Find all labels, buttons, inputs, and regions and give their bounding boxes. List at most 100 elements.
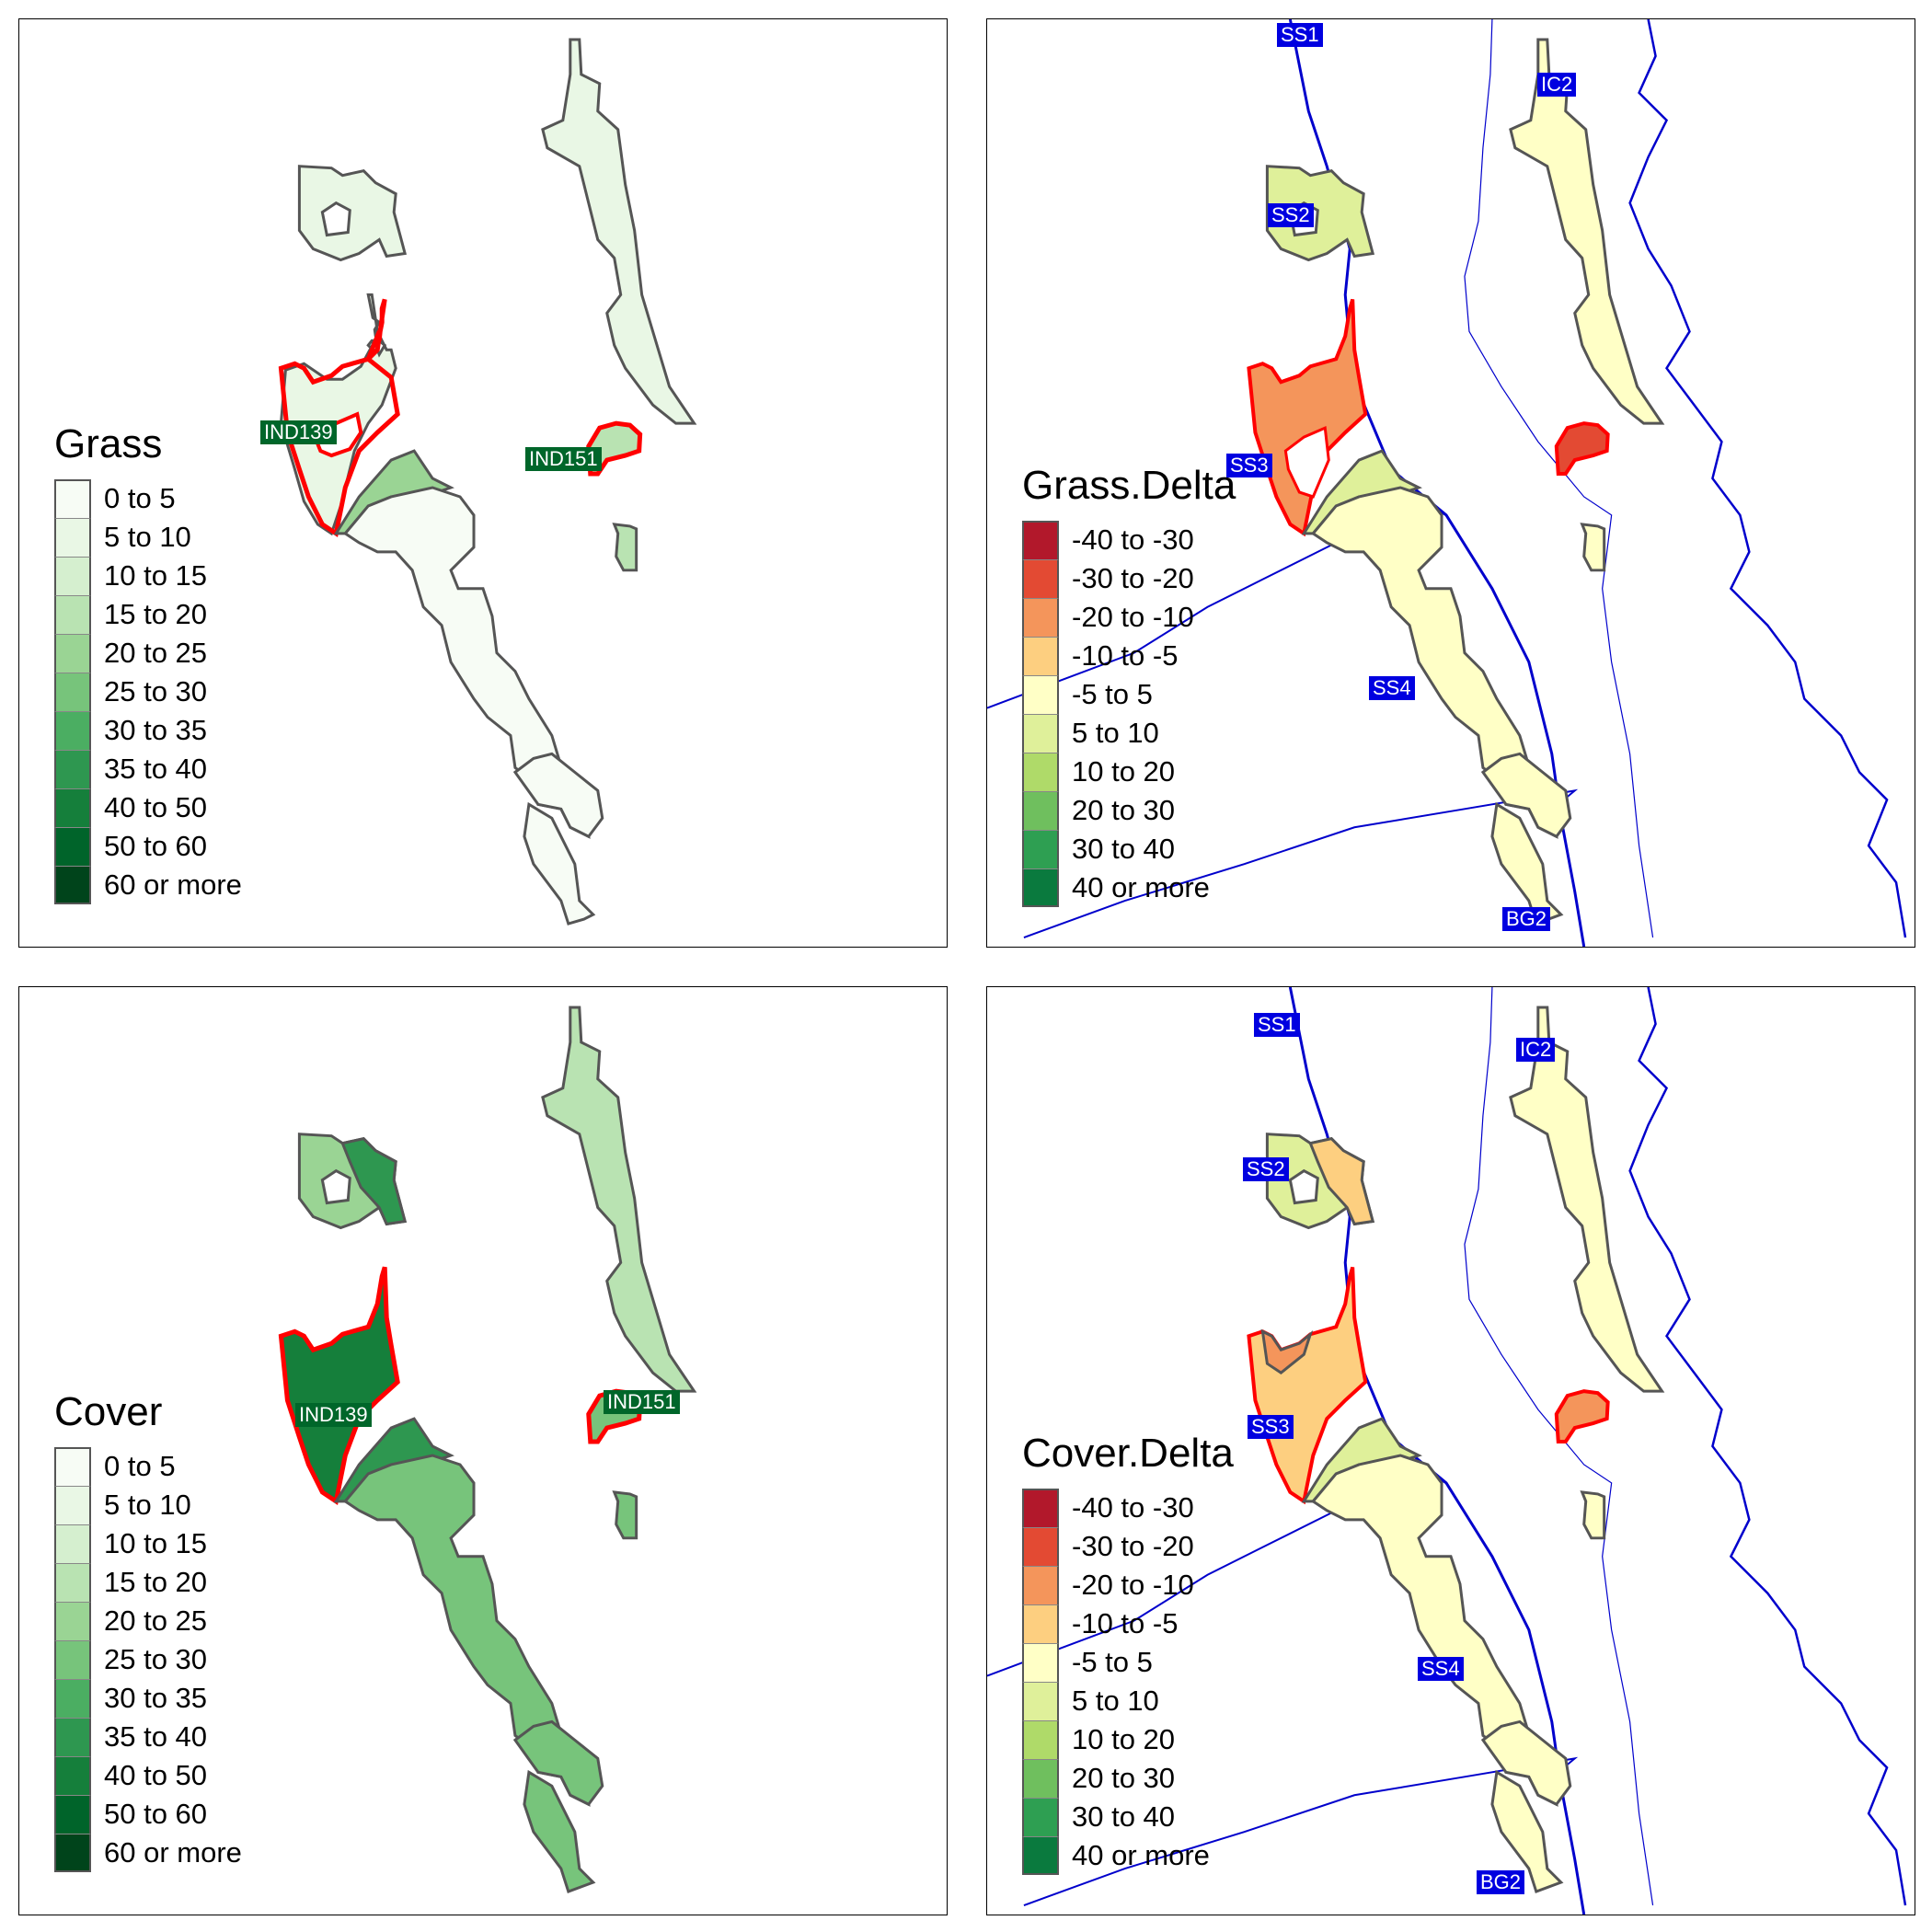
river-south (1023, 1756, 1579, 1906)
legend-rows: -40 to -30 -30 to -20 -20 to -10 -10 to -5 -… (1022, 1489, 1234, 1875)
polygon-ic2 (1509, 1006, 1665, 1393)
legend-item: 50 to 60 (54, 827, 242, 866)
legend-item: 10 to 20 (1022, 1720, 1234, 1759)
legend-cover-delta: Cover.Delta -40 to -30 -30 to -20 -20 to -… (1022, 1433, 1234, 1875)
legend-label: 5 to 10 (1072, 717, 1159, 749)
legend-label: -30 to -20 (1072, 1530, 1194, 1562)
legend-label: 40 or more (1072, 871, 1210, 903)
legend-item: 20 to 30 (1022, 1759, 1234, 1798)
polygon-bg2 (1480, 1719, 1572, 1893)
legend-label: -40 to -30 (1072, 523, 1194, 556)
legend-label: 10 to 20 (1072, 1723, 1176, 1755)
map-panel-cover: Cover 0 to 5 5 to 10 10 to 15 15 to 20 20 to… (18, 986, 948, 1915)
legend-item: 60 or more (54, 866, 242, 904)
site-label-bg2: BG2 (1502, 907, 1551, 932)
polygon-east-orange (1554, 1389, 1610, 1444)
legend-swatch (1022, 830, 1059, 868)
legend-label: 30 to 35 (104, 1682, 208, 1714)
river-thin (1464, 19, 1654, 938)
polygon-east-red (1554, 421, 1610, 477)
legend-label: -10 to -5 (1072, 1607, 1179, 1639)
polygon-center-south (523, 801, 596, 926)
site-label-ss1: SS1 (1254, 1013, 1300, 1038)
site-label-ind151: IND151 (525, 447, 602, 472)
legend-label: -20 to -10 (1072, 601, 1194, 633)
legend-swatch (1022, 753, 1059, 791)
legend-swatch (54, 1447, 91, 1486)
legend-label: 10 to 15 (104, 1527, 208, 1559)
legend-swatch (54, 595, 91, 634)
legend-swatch (1022, 1643, 1059, 1682)
legend-swatch (1022, 521, 1059, 559)
site-label-ss4: SS4 (1418, 1657, 1464, 1682)
legend-item: -5 to 5 (1022, 1643, 1234, 1682)
river-east (1628, 19, 1907, 938)
site-label-ind139: IND139 (295, 1403, 372, 1428)
legend-swatch (54, 1640, 91, 1679)
river-thin (1464, 987, 1654, 1906)
legend-label: 30 to 40 (1072, 1800, 1176, 1833)
site-label-ic2: IC2 (1537, 73, 1577, 98)
legend-label: 50 to 60 (104, 1798, 208, 1830)
legend-item: -20 to -10 (1022, 598, 1236, 637)
legend-item: 0 to 5 (54, 479, 242, 518)
site-label-ss3: SS3 (1248, 1415, 1294, 1440)
legend-label: -20 to -10 (1072, 1569, 1194, 1601)
legend-label: 35 to 40 (104, 1720, 208, 1753)
polygon-ind139-outline (278, 298, 400, 538)
polygon-ind139-inner (310, 411, 363, 458)
polygon-ss3-core (1260, 1328, 1314, 1375)
site-label-ind151: IND151 (604, 1390, 680, 1415)
legend-label: 60 or more (104, 1836, 242, 1869)
legend-label: 20 to 25 (104, 637, 208, 669)
legend-label: 20 to 30 (1072, 794, 1176, 826)
polygon-east-small (1580, 523, 1606, 572)
legend-item: -5 to 5 (1022, 675, 1236, 714)
legend-item: 15 to 20 (54, 1563, 242, 1602)
site-label-ss2: SS2 (1268, 203, 1314, 228)
map-panel-cover-delta: Cover.Delta -40 to -30 -30 to -20 -20 to -… (986, 986, 1915, 1915)
legend-item: 30 to 40 (1022, 830, 1236, 868)
legend-swatch (1022, 1489, 1059, 1527)
legend-label: 20 to 25 (104, 1604, 208, 1637)
site-label-bg2: BG2 (1477, 1870, 1525, 1895)
legend-item: -40 to -30 (1022, 1489, 1234, 1527)
legend-item: 15 to 20 (54, 595, 242, 634)
legend-swatch (1022, 675, 1059, 714)
legend-swatch (1022, 1682, 1059, 1720)
legend-label: -10 to -5 (1072, 639, 1179, 672)
polygon-north-west-hole (320, 201, 351, 237)
legend-item: 35 to 40 (54, 1718, 242, 1756)
legend-rows: 0 to 5 5 to 10 10 to 15 15 to 20 20 to 25 25 … (54, 479, 242, 904)
legend-item: -20 to -10 (1022, 1566, 1234, 1604)
legend-swatch (1022, 637, 1059, 675)
legend-label: 40 or more (1072, 1839, 1210, 1871)
map-grass-delta (987, 19, 1907, 947)
polygon-north-west-dark (340, 1137, 408, 1226)
legend-label: 35 to 40 (104, 753, 208, 785)
polygon-ss2-hole (1288, 1168, 1319, 1205)
legend-swatch (54, 827, 91, 866)
polygon-ind151 (586, 420, 643, 477)
map-cover (278, 1006, 697, 1893)
legend-cover: Cover 0 to 5 5 to 10 10 to 15 15 to 20 20 to… (54, 1392, 242, 1872)
legend-item: 30 to 40 (1022, 1798, 1234, 1836)
map-grass (278, 38, 697, 926)
polygon-ind139 (278, 1266, 400, 1506)
legend-label: 20 to 30 (1072, 1762, 1176, 1794)
legend-item: 25 to 30 (54, 1640, 242, 1679)
legend-item: 30 to 35 (54, 711, 242, 750)
legend-item: 60 or more (54, 1834, 242, 1872)
legend-swatch (54, 1486, 91, 1524)
legend-item: -30 to -20 (1022, 559, 1236, 598)
legend-item: 20 to 30 (1022, 791, 1236, 830)
legend-item: 5 to 10 (1022, 1682, 1234, 1720)
legend-swatch (54, 1834, 91, 1872)
legend-item: 5 to 10 (54, 1486, 242, 1524)
legend-grass-delta: Grass.Delta -40 to -30 -30 to -20 -20 to -… (1022, 466, 1236, 907)
legend-title: Cover (54, 1389, 163, 1434)
legend-title: Grass.Delta (1022, 463, 1236, 508)
map-panel-grass-delta: Grass.Delta -40 to -30 -30 to -20 -20 to -… (986, 18, 1915, 948)
legend-swatch (54, 1795, 91, 1834)
legend-swatch (54, 1718, 91, 1756)
